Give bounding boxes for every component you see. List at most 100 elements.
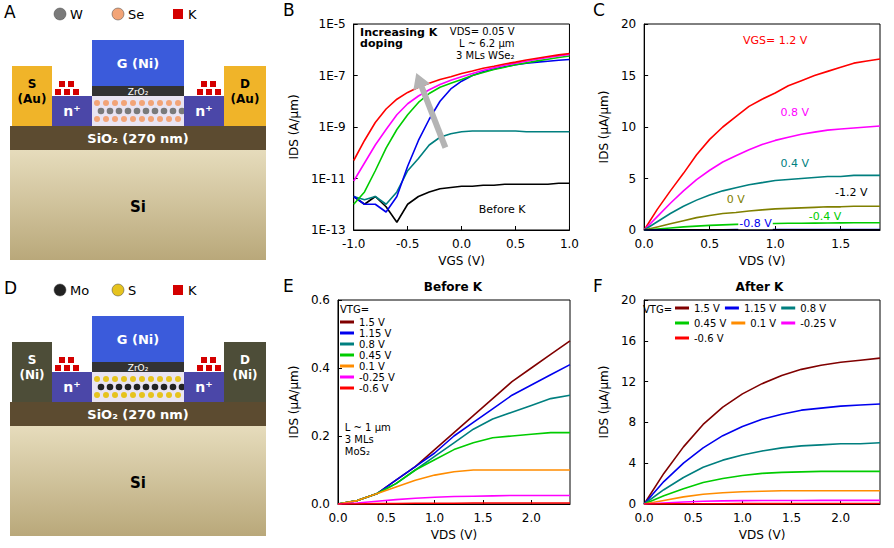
svg-text:0.0: 0.0 xyxy=(311,497,330,511)
svg-text:S: S xyxy=(128,283,136,298)
svg-text:0.45 V: 0.45 V xyxy=(694,318,726,329)
svg-text:D: D xyxy=(4,278,17,298)
svg-text:IDS (µA/µm): IDS (µA/µm) xyxy=(597,366,611,439)
svg-text:-1.0: -1.0 xyxy=(342,237,365,251)
svg-text:-0.8 V: -0.8 V xyxy=(739,217,772,230)
svg-text:0: 0 xyxy=(629,223,637,237)
svg-text:-0.6 V: -0.6 V xyxy=(694,333,724,344)
svg-text:15: 15 xyxy=(621,69,636,83)
svg-text:B: B xyxy=(283,0,295,20)
svg-text:1.5 V: 1.5 V xyxy=(694,303,720,314)
svg-text:8: 8 xyxy=(629,415,637,429)
svg-text:VGS= 1.2 V: VGS= 1.2 V xyxy=(743,34,808,47)
svg-text:0 V: 0 V xyxy=(727,193,745,206)
svg-text:1.5: 1.5 xyxy=(473,511,492,525)
svg-text:5: 5 xyxy=(629,172,637,186)
svg-text:1.0: 1.0 xyxy=(425,511,444,525)
svg-text:0.0: 0.0 xyxy=(328,511,347,525)
svg-text:1E-13: 1E-13 xyxy=(311,223,346,237)
svg-text:doping: doping xyxy=(360,37,403,50)
svg-text:1E-7: 1E-7 xyxy=(319,69,346,83)
svg-text:L ~ 6.2 µm: L ~ 6.2 µm xyxy=(459,38,515,49)
svg-text:0.4: 0.4 xyxy=(311,361,330,375)
svg-text:(Au): (Au) xyxy=(18,92,47,106)
svg-text:VGS (V): VGS (V) xyxy=(438,254,485,268)
svg-text:1.0: 1.0 xyxy=(766,237,785,251)
svg-text:(Au): (Au) xyxy=(231,92,260,106)
svg-text:S: S xyxy=(28,77,37,91)
svg-text:(Ni): (Ni) xyxy=(19,368,44,382)
svg-text:S: S xyxy=(28,353,37,367)
svg-text:K: K xyxy=(188,7,197,22)
svg-text:IDS (A/µm): IDS (A/µm) xyxy=(287,94,301,159)
svg-text:VTG=: VTG= xyxy=(643,304,672,315)
svg-text:1.0: 1.0 xyxy=(560,237,579,251)
svg-text:0.8 V: 0.8 V xyxy=(359,339,385,350)
svg-text:n⁺: n⁺ xyxy=(63,379,80,395)
svg-text:D: D xyxy=(240,77,250,91)
svg-text:0.1 V: 0.1 V xyxy=(750,318,776,329)
svg-text:MoS₂: MoS₂ xyxy=(345,446,370,457)
svg-text:10: 10 xyxy=(621,120,636,134)
svg-text:VDS= 0.05 V: VDS= 0.05 V xyxy=(450,26,515,37)
svg-text:E: E xyxy=(283,276,294,296)
svg-text:0.45 V: 0.45 V xyxy=(359,350,391,361)
svg-text:SiO₂ (270 nm): SiO₂ (270 nm) xyxy=(87,131,188,146)
svg-text:(Ni): (Ni) xyxy=(232,368,257,382)
svg-text:G (Ni): G (Ni) xyxy=(117,332,159,347)
svg-text:1.0: 1.0 xyxy=(733,511,752,525)
svg-text:20: 20 xyxy=(621,293,636,307)
svg-text:16: 16 xyxy=(621,334,636,348)
svg-text:1E-11: 1E-11 xyxy=(311,172,346,186)
svg-text:1.5: 1.5 xyxy=(831,237,850,251)
svg-text:A: A xyxy=(4,2,16,22)
svg-text:ZrO₂: ZrO₂ xyxy=(128,363,149,373)
svg-text:0: 0 xyxy=(629,497,637,511)
svg-text:4: 4 xyxy=(629,456,637,470)
svg-text:IDS (µA/µm): IDS (µA/µm) xyxy=(287,366,301,439)
svg-text:VDS (V): VDS (V) xyxy=(739,254,785,268)
svg-text:0.1 V: 0.1 V xyxy=(359,361,385,372)
svg-text:0.0: 0.0 xyxy=(452,237,471,251)
svg-text:ZrO₂: ZrO₂ xyxy=(128,87,149,97)
svg-text:n⁺: n⁺ xyxy=(195,379,212,395)
svg-text:-0.4 V: -0.4 V xyxy=(809,210,842,223)
svg-text:0.5: 0.5 xyxy=(377,511,396,525)
svg-text:-0.5: -0.5 xyxy=(396,237,419,251)
svg-text:2.0: 2.0 xyxy=(831,511,850,525)
svg-text:Si: Si xyxy=(130,198,146,216)
svg-text:VTG=: VTG= xyxy=(340,304,369,315)
svg-text:W: W xyxy=(70,7,83,22)
svg-text:Before K: Before K xyxy=(479,203,526,216)
svg-text:20: 20 xyxy=(621,17,636,31)
svg-text:-0.25 V: -0.25 V xyxy=(359,372,395,383)
svg-text:F: F xyxy=(593,276,603,296)
svg-text:3 MLs: 3 MLs xyxy=(345,434,374,445)
svg-text:D: D xyxy=(240,353,250,367)
svg-text:1.15 V: 1.15 V xyxy=(744,303,776,314)
svg-text:0.0: 0.0 xyxy=(635,237,654,251)
svg-text:0.8 V: 0.8 V xyxy=(781,106,810,119)
svg-text:0.2: 0.2 xyxy=(311,429,330,443)
svg-text:Si: Si xyxy=(130,474,146,492)
svg-text:3 MLs WSe₂: 3 MLs WSe₂ xyxy=(456,50,515,61)
svg-text:K: K xyxy=(188,283,197,298)
svg-text:VDS (V): VDS (V) xyxy=(431,528,477,542)
svg-text:0.5: 0.5 xyxy=(700,237,719,251)
svg-text:Mo: Mo xyxy=(70,283,89,298)
svg-text:n⁺: n⁺ xyxy=(195,103,212,119)
svg-text:0.6: 0.6 xyxy=(311,293,330,307)
svg-text:0.0: 0.0 xyxy=(635,511,654,525)
svg-text:1E-9: 1E-9 xyxy=(319,120,346,134)
svg-text:L ~ 1 µm: L ~ 1 µm xyxy=(345,422,391,433)
svg-text:C: C xyxy=(593,0,605,20)
svg-text:Se: Se xyxy=(128,7,144,22)
svg-text:SiO₂ (270 nm): SiO₂ (270 nm) xyxy=(87,407,188,422)
svg-text:1.5 V: 1.5 V xyxy=(359,317,385,328)
svg-text:0.4 V: 0.4 V xyxy=(781,157,810,170)
svg-text:After K: After K xyxy=(736,280,784,294)
svg-text:VDS (V): VDS (V) xyxy=(739,528,785,542)
svg-text:-0.25 V: -0.25 V xyxy=(800,318,836,329)
svg-text:2.0: 2.0 xyxy=(522,511,541,525)
svg-text:n⁺: n⁺ xyxy=(63,103,80,119)
